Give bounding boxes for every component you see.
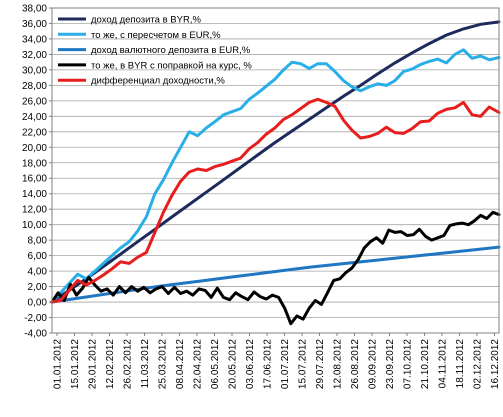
x-tick-label: 15.07.2012 xyxy=(298,339,309,389)
x-tick-label: 29.01.2012 xyxy=(88,339,99,389)
x-tick-label: 02.12.2012 xyxy=(473,339,484,389)
y-tick-label: -4,00 xyxy=(24,329,47,340)
y-tick-label: 0,00 xyxy=(28,298,48,309)
y-tick-label: 20,00 xyxy=(22,143,47,154)
x-tick-label: 26.08.2012 xyxy=(350,339,361,389)
y-tick-label: 12,00 xyxy=(22,205,47,216)
x-tick-label: 08.04.2012 xyxy=(175,339,186,389)
y-tick-label: 14,00 xyxy=(22,189,47,200)
x-tick-label: 23.09.2012 xyxy=(385,339,396,389)
x-tick-label: 06.05.2012 xyxy=(210,339,221,389)
plot-frame xyxy=(51,7,500,334)
x-tick-label: 26.02.2012 xyxy=(123,339,134,389)
series-line-4 xyxy=(50,210,501,326)
y-tick-label: 22,00 xyxy=(22,127,47,138)
series-group xyxy=(50,20,501,326)
y-tick-label: 4,00 xyxy=(28,267,48,278)
x-tick-label: 29.07.2012 xyxy=(315,339,326,389)
legend-label-4: то же, в BYR с поправкой на курс, % xyxy=(91,60,252,71)
x-tick-label: 20.05.2012 xyxy=(228,339,239,389)
legend-label-2: то же, с пересчетом в EUR,% xyxy=(91,30,221,41)
y-tick-label: 34,00 xyxy=(22,34,47,45)
y-tick-label: 28,00 xyxy=(22,81,47,92)
x-tick-label: 11.03.2012 xyxy=(140,339,151,389)
y-tick-label: 30,00 xyxy=(22,65,47,76)
x-tick-label: 07.10.2012 xyxy=(403,339,414,389)
y-tick-label: 6,00 xyxy=(28,251,48,262)
x-tick-label: 22.04.2012 xyxy=(193,339,204,389)
x-tick-label: 09.09.2012 xyxy=(368,339,379,389)
x-tick-label: 25.03.2012 xyxy=(158,339,169,389)
legend-label-3: доход валютного депозита в EUR,% xyxy=(91,45,251,56)
x-tick-label: 16.12.2012 xyxy=(490,339,501,389)
y-tick-label: -2,00 xyxy=(24,313,47,324)
y-tick-label: 16,00 xyxy=(22,174,47,185)
y-tick-label: 10,00 xyxy=(22,220,47,231)
y-tick-label: 36,00 xyxy=(22,19,47,30)
y-tick-label: 18,00 xyxy=(22,158,47,169)
x-tick-label: 12.02.2012 xyxy=(105,339,116,389)
x-tick-label: 01.07.2012 xyxy=(280,339,291,389)
legend: доход депозита в BYR,% то же, с пересчето… xyxy=(58,15,252,87)
legend-label-5: дифференциал доходности,% xyxy=(91,76,225,87)
x-tick-label: 12.08.2012 xyxy=(333,339,344,389)
y-tick-label: 26,00 xyxy=(22,96,47,107)
y-tick-label: 24,00 xyxy=(22,112,47,123)
x-tick-label: 03.06.2012 xyxy=(245,339,256,389)
x-tick-label: 04.11.2012 xyxy=(438,339,449,389)
y-tick-label: 38,00 xyxy=(22,4,47,15)
y-axis-ticks: -4,00 -2,00 0,00 2,00 4,00 6,00 8,00 10,00 12,00… xyxy=(22,4,52,340)
x-tick-label: 15.01.2012 xyxy=(70,339,81,389)
legend-label-1: доход депозита в BYR,% xyxy=(91,15,201,26)
x-tick-label: 01.01.2012 xyxy=(53,339,64,389)
y-tick-label: 32,00 xyxy=(22,50,47,61)
x-tick-label: 21.10.2012 xyxy=(420,339,431,389)
x-axis-ticks: 01.01.2012 15.01.2012 29.01.2012 12.02.2012… xyxy=(53,333,501,389)
x-tick-label: 18.11.2012 xyxy=(455,339,466,389)
y-tick-label: 2,00 xyxy=(28,282,48,293)
y-tick-label: 8,00 xyxy=(28,236,48,247)
series-line-2 xyxy=(50,48,501,304)
series-line-1 xyxy=(50,20,501,304)
series-line-5 xyxy=(50,97,501,304)
x-tick-label: 17.06.2012 xyxy=(263,339,274,389)
